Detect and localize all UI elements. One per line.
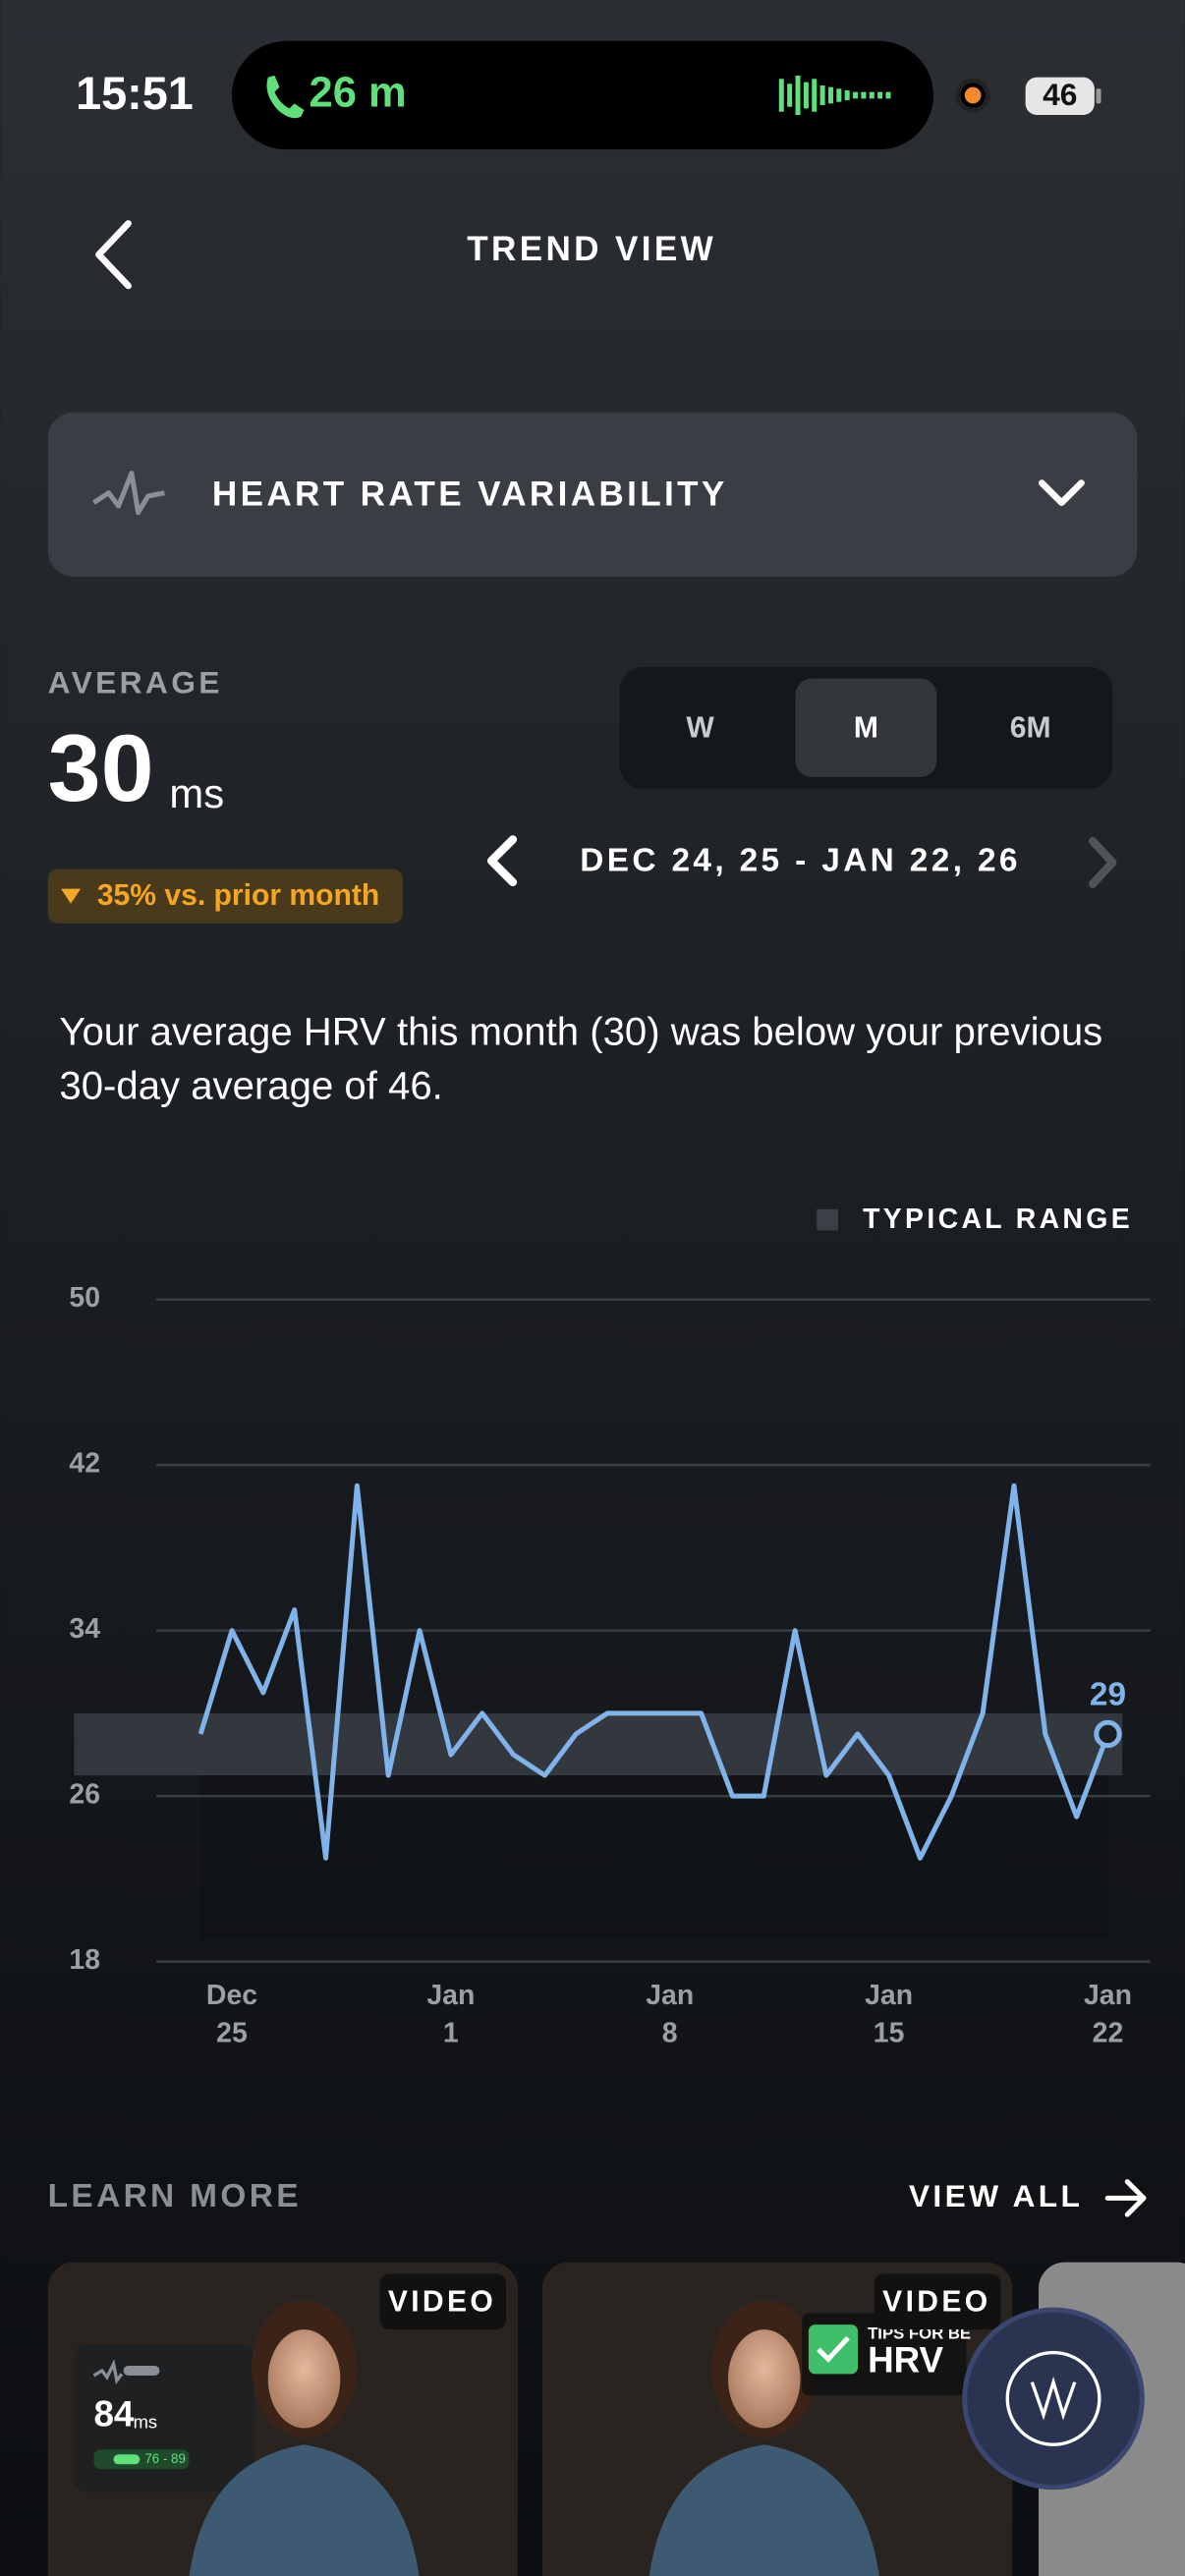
view-all[interactable]: VIEW ALL [909,2178,1083,2213]
change-text: 35% vs. prior month [97,879,379,912]
x-tick-label-box: Jan 1 [385,1977,517,2052]
y-tick-label: 26 [69,1779,100,1811]
period-button[interactable]: W [686,711,714,744]
summary-text-box: Your average HRV this month (30) was bel… [59,1010,1103,1109]
call-icon [266,75,305,119]
x-tick-label: Dec 25 [205,1979,258,2049]
x-tick-label-box: Dec 25 [166,1977,298,2052]
page-title: TREND VIEW [467,230,716,268]
highlight-point [1094,1719,1122,1749]
card-badge: VIDEO [388,2285,496,2318]
battery-level: 46 [1043,77,1077,112]
period-selected [795,678,937,777]
average-label: AVERAGE [48,665,223,700]
x-tick-label-box: Jan 15 [823,1977,955,2052]
x-tick-wrap: Jan 1 [385,1977,517,2052]
video-card[interactable]: 84 ms 76 - 89 VIDEO [47,2262,518,2576]
legend-label: TYPICAL RANGE [863,1204,1133,1235]
x-tick-label-box: Jan 8 [604,1977,736,2052]
y-tick-label: 18 [69,1944,100,1976]
dynamic-island [231,40,933,150]
card-badge: VIDEO [882,2285,990,2318]
y-tick-label: 50 [69,1282,100,1314]
data-label: 29 [1090,1676,1126,1712]
chart: TYPICAL RANGE 18 26 34 42 50 29 Dec 25 Jan 1 Jan… [69,1204,1174,2052]
average-value: 30 [48,714,154,821]
previous-period[interactable] [486,835,518,887]
video-card[interactable]: TIPS FOR BE HRV VIDEO [542,2262,1013,2576]
hrv-line [198,1483,1110,1861]
privacy-dot [964,86,982,104]
x-tick-wrap: Jan 22 [1043,1977,1174,2052]
metric-selector[interactable] [47,412,1138,577]
battery [1025,77,1095,116]
average-unit: ms [169,770,224,816]
y-tick-label: 42 [69,1448,100,1480]
audio-wave [778,75,891,116]
period-button[interactable]: M [854,711,878,744]
legend-swatch [817,1208,838,1231]
x-tick-wrap: Dec 25 [166,1977,298,2052]
hrv-icon [92,471,165,516]
period-button[interactable]: 6M [1010,711,1051,744]
x-tick-wrap: Jan 8 [604,1977,736,2052]
x-tick-wrap: Jan 15 [823,1977,955,2052]
section-title: LEARN MORE [48,2178,302,2214]
x-tick-label: Jan 22 [1083,1979,1132,2049]
date-range: DEC 24, 25 - JAN 22, 26 [580,843,1021,879]
x-tick-label: Jan 8 [646,1979,695,2049]
card-metric-value: 84 [93,2394,134,2435]
metric-label: HEART RATE VARIABILITY [212,475,728,513]
coach-icon [1005,2350,1101,2446]
call-duration: 26 m [310,69,407,116]
range-shadow [200,1775,1108,1939]
typical-range-band [74,1712,1123,1776]
coach-button[interactable] [962,2307,1145,2491]
change-badge [47,868,403,924]
back-button[interactable] [95,220,132,290]
y-tick-label: 34 [69,1613,100,1645]
down-arrow [61,888,82,904]
view-all-arrow[interactable] [1104,2179,1147,2217]
status-time: 15:51 [76,68,194,119]
x-tick-label-box: Jan 22 [1043,1977,1174,2052]
x-tick-label: Jan 1 [426,1979,476,2049]
dropdown-chevron[interactable] [1039,479,1085,507]
x-tick-label: Jan 15 [865,1979,914,2049]
next-period[interactable] [1089,836,1117,888]
card-metric-unit: ms [134,2411,158,2432]
battery-tip [1096,88,1101,104]
summary-text: Your average HRV this month (30) was bel… [59,1010,1103,1109]
card-headline: HRV [868,2339,943,2380]
coach-logo [1030,2376,1077,2421]
card-metric-range: 76 - 89 [144,2451,186,2466]
